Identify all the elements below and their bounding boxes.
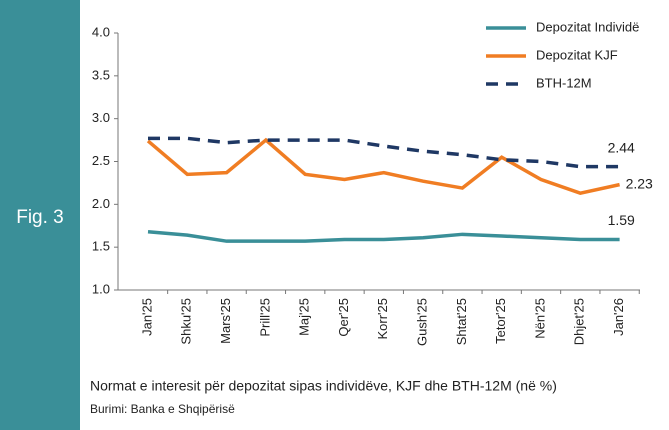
value-label: 2.23 (626, 175, 653, 191)
sidebar (0, 0, 80, 430)
caption: Normat e interesit për depozitat sipas i… (90, 378, 557, 394)
source: Burimi: Banka e Shqipërisë (90, 402, 235, 416)
y-tick-label: 2.0 (92, 196, 110, 211)
x-tick-label: Maj'25 (297, 298, 312, 336)
series-line (148, 136, 620, 169)
y-tick-label: 3.5 (92, 67, 110, 82)
y-tick-label: 2.5 (92, 153, 110, 168)
series-line (146, 137, 620, 196)
legend-label: Depozitat KJF (536, 47, 618, 62)
x-tick-label: Mars'25 (218, 298, 233, 344)
x-tick-label: Prill'25 (257, 298, 272, 337)
legend-label: Depozitat Individë (536, 19, 639, 34)
y-tick-label: 3.0 (92, 110, 110, 125)
x-tick-label: Qer'25 (336, 298, 351, 337)
x-tick-label: Nën'25 (532, 298, 547, 339)
series-line (147, 230, 620, 243)
y-tick-label: 4.0 (92, 24, 110, 39)
legend-label: BTH-12M (536, 75, 592, 90)
x-tick-label: Shku'25 (179, 298, 194, 345)
y-tick-label: 1.0 (92, 281, 110, 296)
x-tick-label: Jan'25 (139, 298, 154, 336)
x-tick-label: Dhjet'25 (572, 298, 587, 345)
value-label: 1.59 (608, 212, 635, 228)
value-label: 2.44 (608, 139, 635, 155)
x-tick-label: Tetor'25 (493, 298, 508, 344)
x-tick-label: Jan'26 (611, 298, 626, 336)
x-tick-label: Korr'25 (375, 298, 390, 340)
x-tick-label: Gush'25 (415, 298, 430, 346)
x-tick-label: Shtat'25 (454, 298, 469, 345)
figure-label: Fig. 3 (16, 207, 64, 228)
y-tick-label: 1.5 (92, 239, 110, 254)
